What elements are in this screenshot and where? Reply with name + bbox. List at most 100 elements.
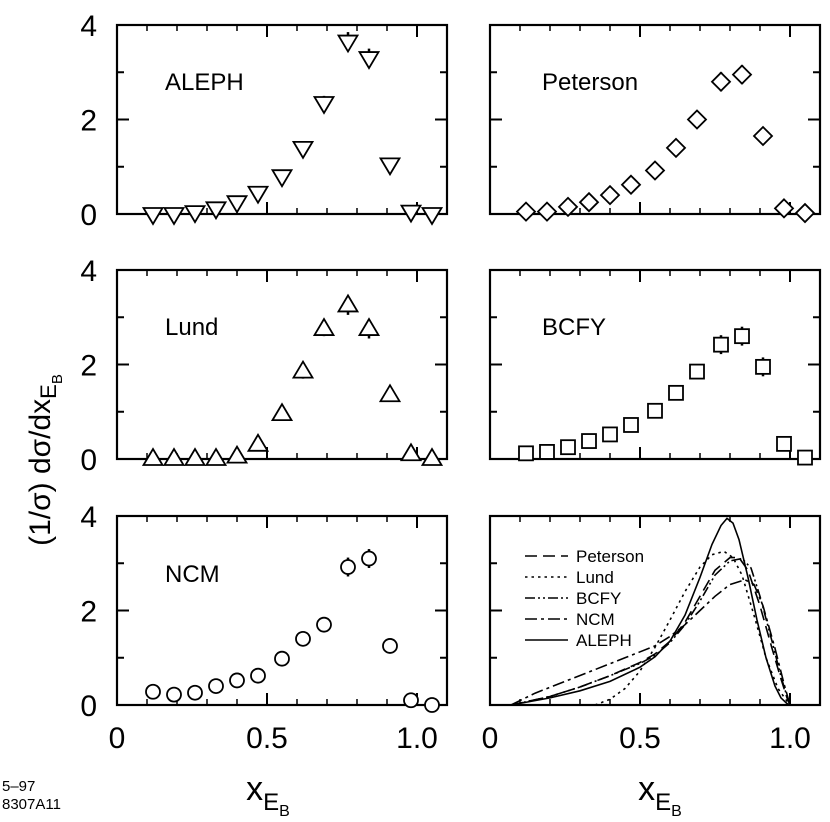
data-point [270,402,294,422]
data-point [229,672,245,689]
data-point [357,51,381,70]
data-point [731,64,753,85]
panel-lund: 0 2 4 Lund [80,255,449,477]
data-point [316,616,332,633]
legend-label: BCFY [576,589,621,608]
y-tick-label: 2 [80,105,97,138]
data-point [246,433,270,452]
data-point [225,444,249,464]
data-point [183,447,207,466]
y-tick-label: 0 [80,199,97,232]
curve-aleph [510,517,791,706]
panel-label: NCM [165,561,220,588]
data-point [274,650,290,667]
data-point [141,207,165,226]
data-point [204,447,228,466]
data-point [378,157,402,177]
data-point [599,184,621,206]
data-point [162,207,186,226]
y-tick-label: 0 [80,444,97,477]
data-point [644,160,666,181]
panel-frame [115,268,449,461]
data-point [295,630,311,647]
curve-lund [594,550,791,706]
panel-fragmentation-function-shapes: 0 0.5 1.0 Peterson Lund BCFY NCM ALEPH [482,514,822,755]
x-tick-label: 1.0 [396,722,438,755]
data-point [623,417,639,433]
panel-label: ALEPH [165,69,244,96]
x-tick-label: 0 [109,722,126,755]
data-point [250,667,266,684]
x-tick-label: 0.5 [619,722,661,755]
data-point [420,207,444,226]
data-point [141,447,165,466]
panel-label: BCFY [542,314,606,341]
data-point [424,697,440,713]
y-tick-label: 4 [80,10,97,43]
data-point [357,317,381,336]
curve-ncm [510,578,791,706]
data-point [187,684,203,701]
y-tick-label: 2 [80,596,97,629]
x-tick-label: 0.5 [246,722,288,755]
data-point [378,383,402,403]
panel-label: Lund [165,314,218,341]
data-point [734,328,750,345]
data-point [647,402,663,419]
data-point [755,358,771,375]
data-point [713,336,729,353]
data-point [515,201,537,222]
data-point [686,109,708,130]
y-axis-label-main: (1/σ) dσ/dx [24,399,57,546]
y-tick-label: 4 [80,255,97,288]
data-point [312,96,336,115]
data-point [668,384,684,401]
data-point [336,34,360,54]
data-point [620,174,642,195]
legend-label: Peterson [576,547,644,566]
data-point [665,137,687,159]
data-point [145,683,161,700]
data-point [312,317,336,336]
data-point [557,196,579,218]
panel-bcfy: BCFY [488,268,822,466]
x-tick-label: 0 [482,722,499,755]
data-point [518,445,534,462]
data-point [536,201,558,222]
y-tick-label: 4 [80,501,97,534]
data-point [420,447,444,466]
x-tick-label: 1.0 [769,722,811,755]
y-axis-label-sub: E [36,384,61,399]
data-point [403,692,419,709]
data-point [291,359,315,379]
data-point [752,125,774,147]
data-point [204,201,228,221]
panel-aleph: 0 2 4 ALEPH [80,10,449,232]
data-point [183,205,207,224]
data-point [560,439,576,456]
data-point [710,71,732,92]
data-point [581,433,597,449]
data-point [166,686,182,703]
panel-ncm: 0 2 4 0 0.5 1.0 NCM [80,501,449,755]
figure-code-date: 5–97 [2,778,35,795]
data-point [340,559,356,575]
data-point [399,204,423,224]
data-point [382,638,398,654]
y-tick-label: 2 [80,350,97,383]
legend-label: Lund [576,568,614,587]
data-point [399,442,423,462]
panel-peterson: Peterson [488,23,822,224]
legend-label: ALEPH [576,631,632,650]
data-point [578,191,600,213]
data-point [291,140,315,160]
panel-label: Peterson [542,69,638,96]
data-point [225,195,249,214]
y-axis-label: (1/σ) dσ/dxEB [24,374,66,546]
data-point [689,363,705,380]
curve-bcfy [510,557,791,706]
x-axis-label-left: xEB [246,770,290,820]
panel-frame [488,23,822,216]
x-axis-label-right: xEB [638,770,682,820]
